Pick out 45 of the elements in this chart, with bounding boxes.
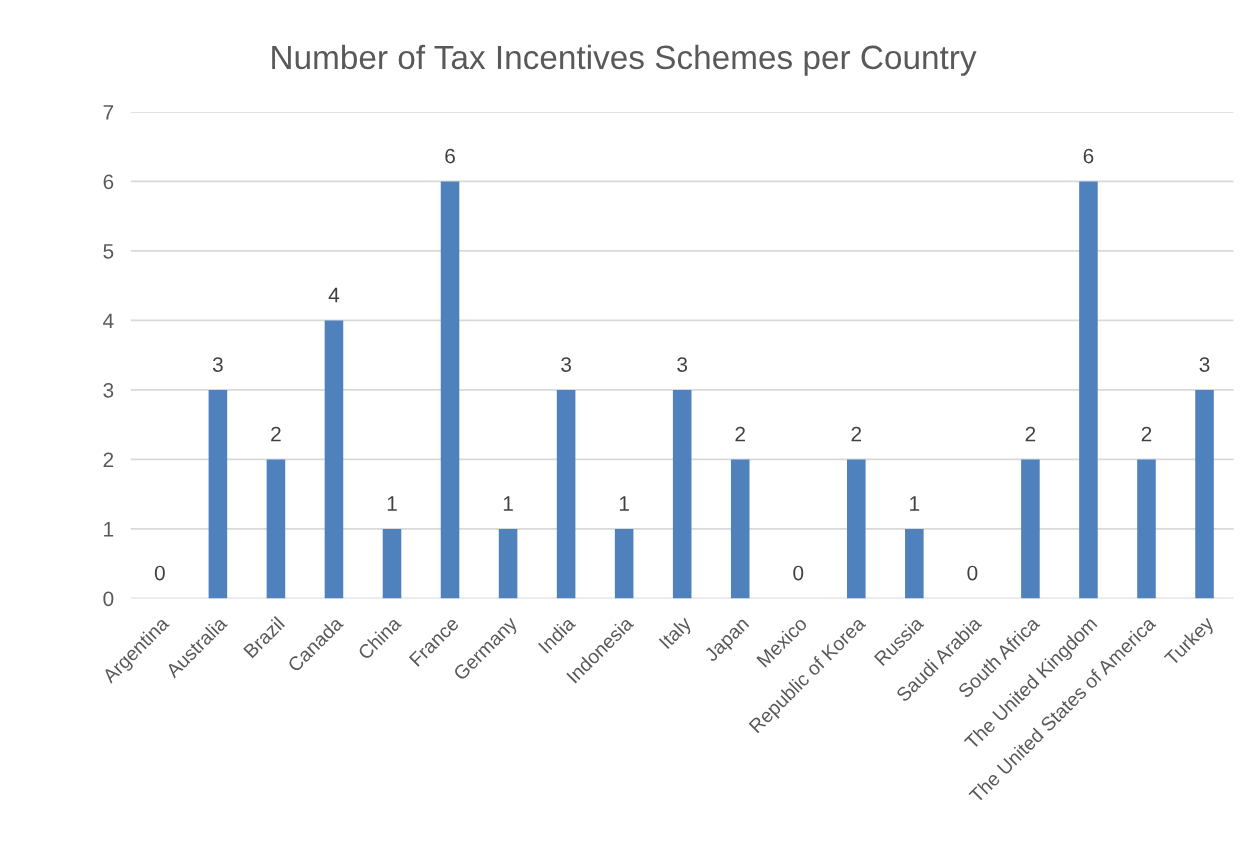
data-label: 1 [503, 496, 513, 511]
y-tick-label: 7 [103, 105, 114, 120]
bar [1079, 181, 1098, 599]
data-label: 0 [154, 565, 165, 581]
bar [672, 389, 692, 599]
chart-title: Number of Tax Incentives Schemes per Country [272, 44, 977, 76]
data-label: 3 [677, 357, 688, 372]
bar [1195, 389, 1214, 599]
data-label: 2 [271, 426, 281, 442]
y-tick-label: 4 [103, 313, 114, 328]
data-label: 1 [910, 496, 920, 511]
data-label: 6 [1083, 148, 1094, 164]
data-label: 2 [1025, 426, 1036, 442]
data-label: 3 [212, 357, 223, 372]
y-tick-label: 6 [103, 174, 114, 190]
data-label: 2 [1141, 426, 1152, 442]
y-tick-label: 0 [103, 591, 114, 607]
y-tick-label: 2 [103, 452, 114, 467]
bar [324, 320, 344, 599]
bar [382, 528, 402, 599]
data-label: 0 [793, 565, 804, 581]
data-label: 1 [619, 496, 629, 511]
bar [614, 528, 634, 599]
data-label: 3 [561, 357, 571, 372]
bar [905, 528, 924, 599]
bar [556, 389, 576, 599]
y-tick-label: 1 [104, 522, 114, 537]
bar [266, 459, 286, 599]
data-label: 4 [328, 287, 340, 303]
y-tick-label: 3 [103, 382, 114, 398]
bar [847, 459, 866, 599]
data-label: 2 [851, 426, 862, 442]
bar [1021, 459, 1040, 599]
x-tick-label: Italy [658, 615, 695, 652]
bar [1137, 459, 1156, 599]
data-label: 3 [1199, 357, 1210, 372]
bar [730, 459, 750, 599]
data-label: 1 [387, 496, 397, 511]
y-tick-label: 5 [103, 244, 114, 259]
data-label: 6 [445, 148, 455, 164]
bar [498, 528, 518, 599]
data-label: 2 [735, 426, 745, 442]
bar [440, 181, 460, 599]
data-label: 0 [967, 565, 978, 581]
bar [208, 389, 228, 599]
